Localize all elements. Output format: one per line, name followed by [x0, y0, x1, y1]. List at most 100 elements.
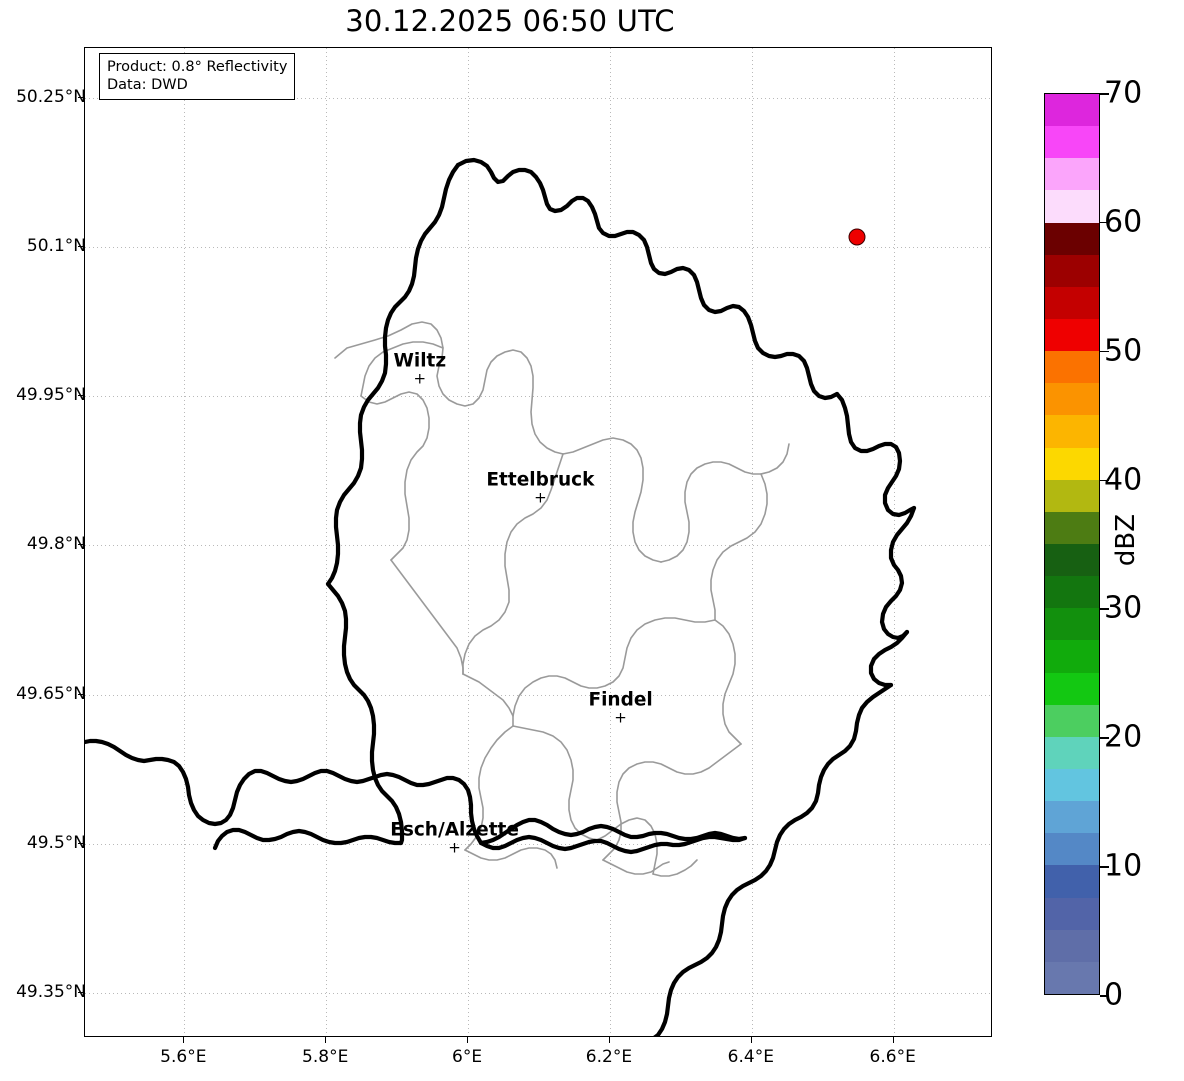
colorbar-band	[1045, 286, 1099, 319]
gridline-horizontal	[85, 993, 991, 995]
x-tick-label: 5.8°E	[302, 1047, 349, 1067]
gridline-vertical	[751, 48, 753, 1036]
y-tick-mark	[78, 96, 84, 98]
colorbar-tick-label: 0	[1104, 977, 1124, 1013]
colorbar-band	[1045, 158, 1099, 191]
gridline-horizontal	[85, 843, 991, 845]
colorbar-tick-mark	[1100, 479, 1109, 482]
colorbar-band	[1045, 543, 1099, 577]
info-data-line: Data: DWD	[107, 77, 188, 94]
y-tick-mark	[78, 842, 84, 844]
colorbar-tick-label: 10	[1104, 848, 1143, 884]
x-tick-label: 6°E	[452, 1047, 483, 1067]
city-marker-wiltz: +	[413, 369, 427, 388]
y-tick-label: 49.95°N	[16, 385, 86, 406]
colorbar-band	[1045, 736, 1099, 769]
country-border	[85, 157, 917, 1036]
colorbar-band	[1045, 94, 1099, 127]
colorbar-band	[1045, 511, 1099, 544]
gridline-vertical	[184, 48, 186, 1036]
info-box: Product: 0.8° Reflectivity Data: DWD	[99, 53, 296, 101]
colorbar-tick-label: 40	[1104, 462, 1143, 498]
colorbar-tick-mark	[1100, 93, 1109, 95]
colorbar-band	[1045, 768, 1099, 802]
district-boundaries	[334, 321, 790, 877]
y-tick-mark	[78, 693, 84, 695]
x-tick-label: 6.4°E	[727, 1047, 774, 1067]
x-tick-label: 5.6°E	[160, 1047, 207, 1067]
city-marker-ettelbruck: +	[534, 488, 547, 507]
colorbar-band	[1045, 190, 1099, 223]
colorbar-band	[1045, 576, 1099, 609]
x-tick-label: 6.6°E	[869, 1047, 916, 1067]
gridline-horizontal	[85, 246, 991, 248]
x-tick-mark	[325, 1037, 327, 1043]
colorbar-tick-mark	[1100, 737, 1109, 739]
colorbar-tick-mark	[1100, 221, 1109, 224]
radar-station-marker[interactable]	[848, 228, 866, 246]
page-title: 30.12.2025 06:50 UTC	[345, 4, 675, 38]
gridline-horizontal	[85, 396, 991, 398]
city-label-wiltz: Wiltz	[393, 350, 447, 372]
city-label-esch-alzette: Esch/Alzette	[390, 819, 519, 841]
colorbar-tick-label: 60	[1104, 204, 1143, 240]
y-tick-label: 50.25°N	[16, 86, 86, 107]
city-marker-findel: +	[614, 708, 627, 727]
gridline-horizontal	[85, 694, 991, 696]
colorbar-axis-label: dBZ	[1111, 513, 1141, 567]
gridline-vertical	[468, 48, 470, 1036]
city-marker-esch-alzette: +	[448, 838, 461, 857]
colorbar-band	[1045, 672, 1099, 705]
colorbar-tick-label: 70	[1104, 75, 1143, 111]
x-tick-mark	[608, 1037, 610, 1043]
city-label-findel: Findel	[588, 689, 653, 711]
map-geometry	[85, 157, 917, 1036]
colorbar-band	[1045, 479, 1099, 512]
colorbar-band	[1045, 126, 1099, 159]
colorbar-band	[1045, 704, 1099, 737]
colorbar-band	[1045, 351, 1099, 384]
colorbar-band	[1045, 608, 1099, 641]
colorbar-band	[1045, 254, 1099, 287]
colorbar-tick-mark	[1100, 350, 1109, 353]
colorbar-tick-label: 20	[1104, 719, 1143, 755]
gridline-vertical	[609, 48, 611, 1036]
y-tick-mark	[78, 395, 84, 397]
gridline-vertical	[326, 48, 328, 1036]
gridline-horizontal	[85, 97, 991, 99]
colorbar-band	[1045, 929, 1099, 962]
gridline-horizontal	[85, 545, 991, 547]
colorbar-band	[1045, 833, 1099, 866]
x-tick-mark	[467, 1037, 469, 1043]
colorbar-tick-label: 50	[1104, 333, 1143, 369]
y-tick-label: 49.65°N	[16, 683, 86, 704]
colorbar-band	[1045, 222, 1099, 255]
city-label-ettelbruck: Ettelbruck	[486, 469, 595, 491]
colorbar-band	[1045, 318, 1099, 352]
colorbar-band	[1045, 961, 1099, 994]
info-product-line: Product: 0.8° Reflectivity	[107, 59, 288, 75]
x-tick-mark	[750, 1037, 752, 1043]
map-plot-area[interactable]: Product: 0.8° Reflectivity Data: DWD Wil…	[84, 47, 992, 1037]
y-tick-label: 49.8°N	[26, 534, 86, 555]
colorbar[interactable]	[1044, 93, 1100, 995]
colorbar-band	[1045, 865, 1099, 898]
colorbar-band	[1045, 801, 1099, 834]
colorbar-band	[1045, 897, 1099, 930]
x-tick-mark	[892, 1037, 894, 1043]
colorbar-band	[1045, 415, 1099, 448]
y-tick-label: 49.5°N	[26, 832, 86, 853]
colorbar-tick-mark	[1100, 995, 1109, 997]
colorbar-band	[1045, 640, 1099, 673]
y-tick-mark	[78, 992, 84, 994]
colorbar-tick-mark	[1100, 608, 1109, 611]
x-tick-label: 6.2°E	[585, 1047, 633, 1067]
y-tick-label: 50.1°N	[26, 235, 86, 256]
colorbar-tick-label: 30	[1104, 590, 1143, 626]
colorbar-band	[1045, 383, 1099, 416]
y-tick-label: 49.35°N	[16, 982, 86, 1003]
y-tick-mark	[78, 544, 84, 546]
colorbar-band	[1045, 447, 1099, 480]
x-tick-mark	[183, 1037, 185, 1043]
colorbar-tick-mark	[1100, 866, 1109, 868]
